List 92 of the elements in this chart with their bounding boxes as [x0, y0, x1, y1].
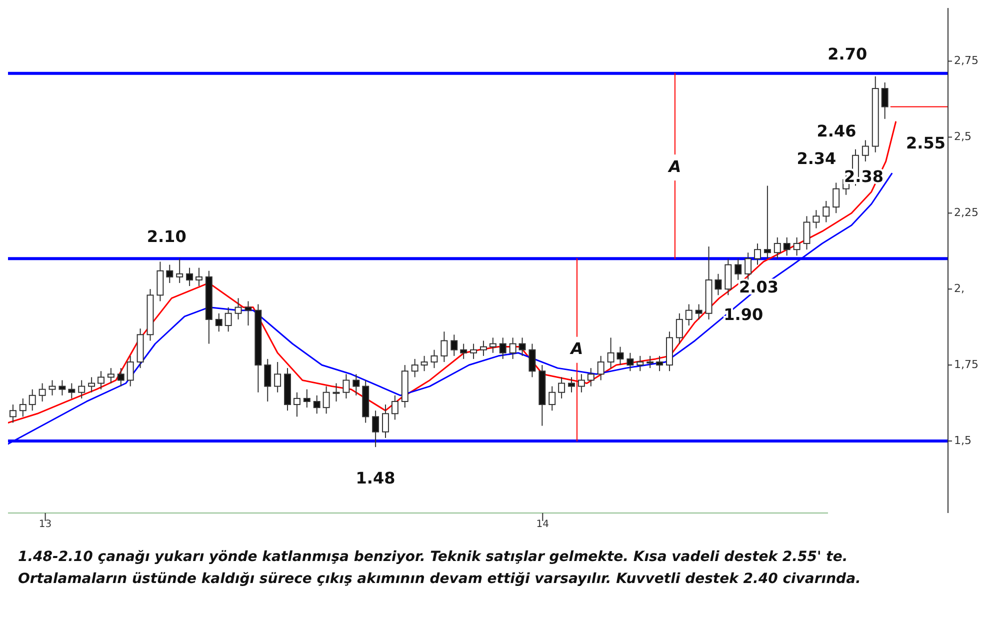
candlestick [548, 386, 556, 412]
candlestick [411, 358, 418, 378]
candlestick [764, 185, 771, 260]
candlestick [166, 264, 174, 284]
candlestick [28, 388, 36, 412]
candlestick [88, 376, 96, 393]
annotation: 1.48 [356, 468, 396, 488]
y-tick-label: 2,5 [954, 130, 972, 144]
candlestick [568, 376, 575, 393]
candlestick [480, 340, 487, 356]
candlestick [685, 304, 692, 326]
candlestick [822, 200, 830, 223]
annotation: 2.70 [828, 44, 868, 64]
candlestick [676, 312, 683, 344]
x-tick-label: 14 [536, 519, 550, 530]
candlestick [303, 388, 310, 408]
y-tick-label: 2,25 [954, 206, 978, 220]
candlestick [489, 337, 496, 354]
annotation: 1.90 [724, 304, 764, 324]
candlestick [656, 355, 664, 372]
candlestick [196, 267, 202, 287]
candlestick [832, 182, 840, 214]
candlestick [430, 349, 438, 369]
candlestick [117, 368, 124, 387]
candlestick [234, 298, 242, 320]
candlestick [274, 361, 282, 393]
candlestick [783, 236, 790, 256]
annotation: 2.10 [146, 227, 186, 246]
candlestick [176, 258, 184, 284]
candlestick [695, 304, 702, 320]
candlestick [342, 374, 350, 399]
candlestick [264, 358, 272, 402]
candlestick [734, 258, 742, 280]
candlestick [558, 376, 566, 399]
candlestick [48, 380, 56, 396]
candlestick [470, 343, 478, 360]
candlestick [587, 368, 594, 387]
candlestick [78, 380, 86, 399]
candlestick [38, 382, 46, 402]
candlestick [420, 355, 428, 372]
candlestick [578, 374, 585, 393]
candlestick [528, 343, 536, 378]
candlestick [244, 300, 252, 326]
candlestick [68, 382, 76, 399]
candlestick [440, 331, 448, 362]
candlestick [450, 334, 458, 356]
candlestick [597, 355, 604, 381]
candlestick [616, 346, 624, 366]
candlestick [626, 352, 634, 372]
candlestick [391, 394, 398, 420]
candlestick [754, 242, 761, 266]
candlestick [793, 236, 800, 256]
y-tick-label: 2, [954, 282, 964, 296]
candlestick [98, 370, 104, 390]
annotation: 2.46 [816, 122, 856, 141]
candlestick [126, 355, 134, 387]
candlestick [107, 368, 114, 384]
candlestick [460, 343, 468, 360]
candlestick [224, 306, 232, 332]
candlestick [499, 337, 506, 360]
candlestick [812, 210, 820, 229]
candlestick [744, 252, 752, 280]
candlestick [352, 374, 360, 396]
candlestick [881, 82, 888, 120]
y-tick-label: 2,75 [954, 54, 978, 68]
candlestick [58, 380, 66, 396]
candlestick [714, 273, 722, 296]
candlestick [215, 312, 222, 332]
candlestick [186, 267, 194, 287]
candlestick [803, 216, 810, 250]
candlestick [372, 410, 380, 448]
y-tick-label: 1,75 [954, 358, 978, 372]
candlestick [382, 404, 389, 438]
candlestick [313, 394, 320, 414]
candlestick [862, 140, 869, 162]
candlestick [518, 337, 526, 356]
candlestick [19, 398, 26, 418]
annotation: A [568, 339, 584, 358]
candlestick [646, 355, 654, 369]
annotation: A [666, 156, 682, 176]
annotation: 2.34 [796, 149, 836, 168]
candlestick [509, 337, 516, 360]
x-tick-label: 13 [38, 519, 52, 530]
candlestick [774, 236, 781, 260]
candlestick [636, 355, 644, 372]
text: 1.48-2.10 çanağı yukarı yönde katlanmışa benziyor. Teknik satışlar gelmekte. Kısa vadeli destek 2.55' te. Ortalamaların üstünde kaldığı sürece çıkış akımının devam ettiği varsayılır. Kuvvetli destek 2.40 civarında. [18, 549, 861, 587]
candlestick [293, 392, 300, 418]
annotation: 2.55 [906, 133, 946, 152]
candlestick [607, 337, 614, 369]
candlestick [332, 382, 340, 402]
candlestick [322, 386, 330, 414]
y-tick-label: 1,5 [954, 434, 972, 448]
